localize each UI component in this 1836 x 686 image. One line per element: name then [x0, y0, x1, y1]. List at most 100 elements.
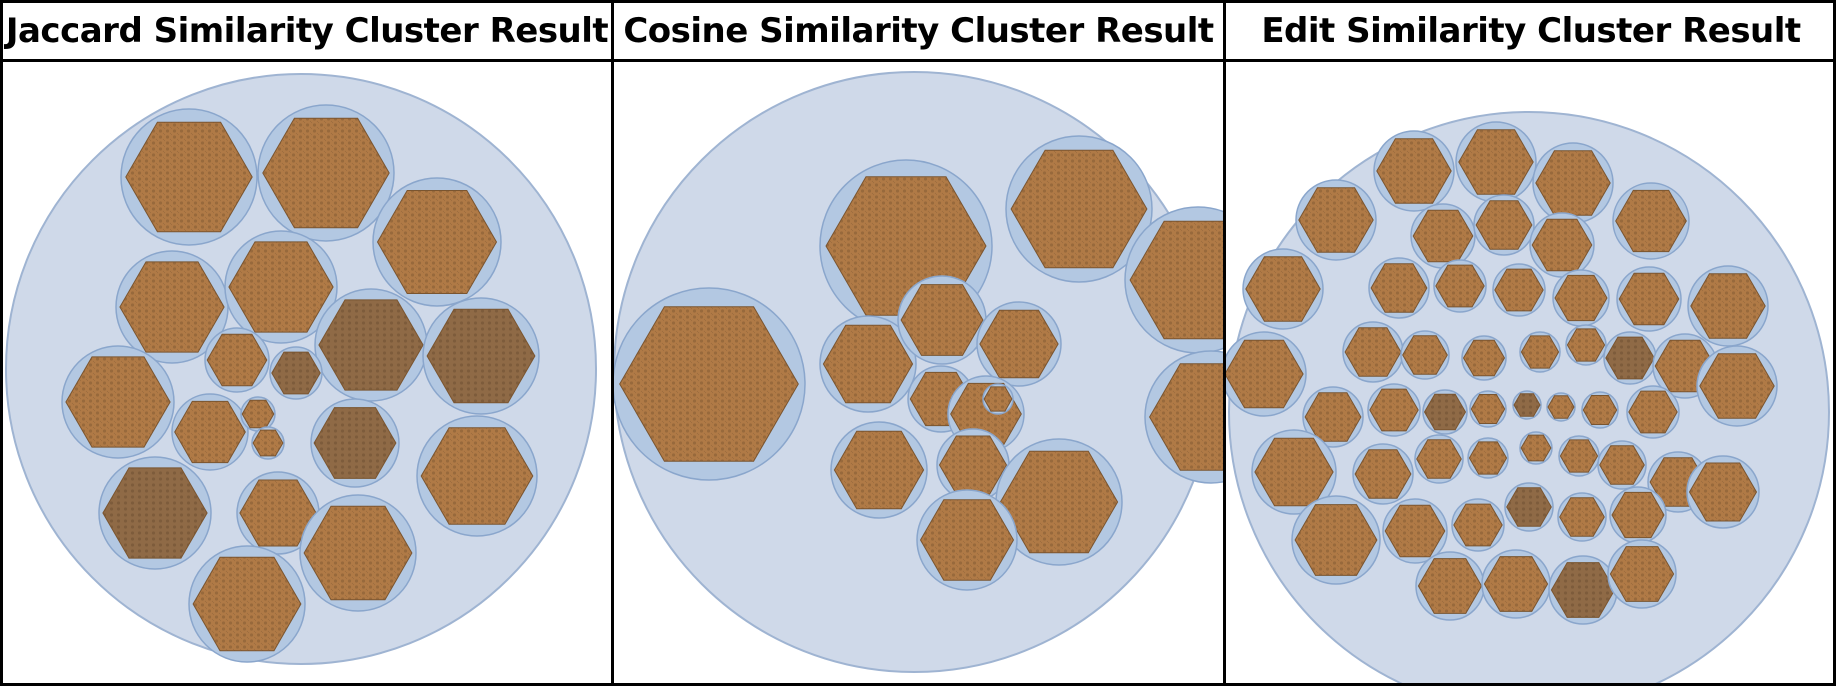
- cluster-hexagon: [619, 306, 799, 462]
- cluster-node: [1342, 321, 1404, 383]
- cluster-hexagon: [1554, 274, 1608, 322]
- cluster-node: [1548, 555, 1618, 625]
- cluster-node: [1373, 130, 1455, 212]
- cluster-hexagon: [1559, 497, 1605, 537]
- cosine-cluster-diagram: [614, 62, 1223, 683]
- cluster-node: [1469, 390, 1507, 428]
- cluster-node: [1616, 266, 1682, 332]
- cluster-node: [1410, 203, 1476, 269]
- cluster-node: [1352, 443, 1414, 505]
- cluster-node: [1626, 385, 1680, 439]
- jaccard-panel: Jaccard Similarity Cluster Result: [3, 3, 614, 683]
- cluster-hexagon: [1494, 268, 1544, 312]
- cluster-node: [1368, 257, 1430, 319]
- cluster-node: [1519, 431, 1553, 465]
- cluster-hexagon: [1370, 263, 1428, 313]
- cluster-hexagon: [1453, 503, 1503, 547]
- cluster-hexagon: [1470, 394, 1506, 424]
- cluster-node: [1565, 324, 1607, 366]
- panel-title: Cosine Similarity Cluster Result: [614, 3, 1223, 62]
- cluster-node: [982, 383, 1014, 415]
- cluster-hexagon: [1468, 441, 1508, 475]
- cluster-node: [1005, 135, 1153, 283]
- cluster-node: [614, 287, 806, 481]
- cluster-node: [224, 230, 338, 344]
- edit-cluster-diagram: [1226, 62, 1836, 683]
- cluster-hexagon: [1483, 556, 1549, 612]
- cluster-node: [204, 327, 270, 393]
- edit-panel: Edit Similarity Cluster Result: [1226, 3, 1836, 683]
- cluster-node: [1422, 389, 1468, 435]
- cluster-node: [976, 301, 1062, 387]
- cluster-hexagon: [252, 429, 284, 457]
- cluster-hexagon: [833, 430, 925, 510]
- cluster-hexagon: [1416, 439, 1462, 479]
- cluster-hexagon: [1690, 273, 1766, 339]
- cluster-hexagon: [1618, 272, 1680, 326]
- cluster-hexagon: [239, 479, 317, 547]
- cluster-hexagon: [303, 505, 413, 601]
- cluster-node: [1473, 194, 1535, 256]
- cluster-hexagon: [1245, 256, 1321, 322]
- cluster-node: [1557, 492, 1607, 542]
- cluster-node: [1433, 259, 1487, 313]
- cluster-hexagon: [1582, 395, 1618, 425]
- cluster-node: [1481, 549, 1551, 619]
- cluster-hexagon: [1402, 335, 1448, 375]
- cluster-node: [240, 396, 276, 432]
- cluster-node: [299, 494, 417, 612]
- cluster-hexagon: [1615, 189, 1687, 253]
- cluster-hexagon: [1354, 449, 1412, 499]
- cluster-node: [1295, 179, 1377, 261]
- cluster-hexagon: [1384, 504, 1446, 558]
- cluster-node: [372, 177, 502, 307]
- cluster-hexagon: [1550, 562, 1616, 618]
- cluster-hexagon: [919, 499, 1015, 581]
- cluster-hexagon: [174, 400, 246, 464]
- cluster-hexagon: [420, 427, 534, 525]
- jaccard-cluster-diagram: [3, 62, 611, 683]
- cluster-hexagon: [1611, 491, 1665, 539]
- cluster-node: [120, 108, 258, 246]
- cluster-node: [1597, 440, 1647, 490]
- cluster-hexagon: [900, 284, 984, 356]
- cluster-node: [1607, 539, 1677, 609]
- cluster-hexagon: [1462, 339, 1506, 377]
- cluster-hexagon: [1149, 363, 1223, 471]
- cluster-hexagon: [1699, 353, 1775, 419]
- cluster-hexagon: [1605, 336, 1655, 380]
- cluster-hexagon: [1547, 395, 1575, 419]
- cluster-node: [1546, 392, 1576, 422]
- cluster-hexagon: [119, 261, 225, 353]
- cluster-hexagon: [206, 333, 268, 387]
- cluster-node: [1251, 429, 1337, 515]
- cluster-node: [897, 275, 987, 365]
- cluster-hexagon: [1628, 390, 1678, 434]
- cluster-node: [1455, 121, 1537, 203]
- cluster-hexagon: [938, 435, 1008, 495]
- cluster-hexagon: [1520, 434, 1552, 462]
- cluster-hexagon: [1609, 546, 1675, 602]
- cluster-hexagon: [1298, 187, 1374, 253]
- cluster-node: [1144, 350, 1223, 484]
- cluster-node: [98, 456, 212, 570]
- cluster-node: [115, 250, 229, 364]
- cluster-node: [830, 421, 928, 519]
- cluster-node: [819, 315, 917, 413]
- panel-title: Jaccard Similarity Cluster Result: [3, 3, 611, 62]
- cluster-hexagon: [1559, 439, 1599, 473]
- cluster-node: [314, 288, 428, 402]
- cluster-node: [1696, 345, 1778, 427]
- cluster-hexagon: [1475, 200, 1533, 250]
- cluster-node: [916, 489, 1018, 591]
- cluster-hexagon: [1344, 327, 1402, 377]
- cluster-node: [1367, 383, 1421, 437]
- cluster-node: [1414, 434, 1464, 484]
- cluster-hexagon: [1535, 150, 1611, 216]
- cluster-hexagon: [1566, 328, 1606, 362]
- cluster-hexagon: [1376, 138, 1452, 204]
- cluster-hexagon: [318, 299, 424, 391]
- cluster-node: [1512, 390, 1542, 420]
- cluster-hexagon: [979, 309, 1059, 379]
- cluster-hexagon: [822, 324, 914, 404]
